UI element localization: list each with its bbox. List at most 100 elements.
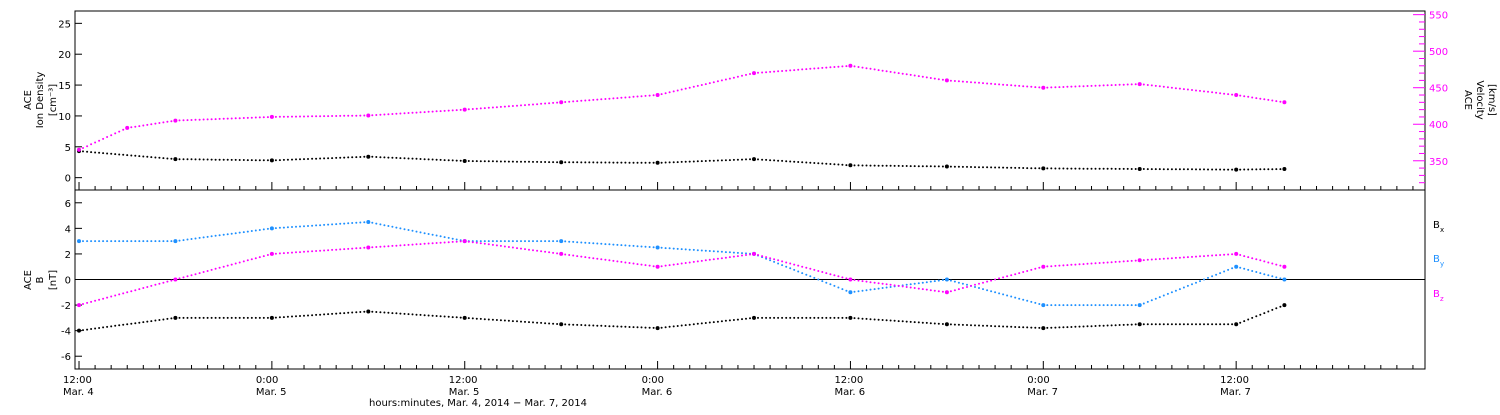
b-trend-dot bbox=[1130, 323, 1133, 326]
top-trend-dot bbox=[572, 161, 575, 164]
top-trend-dot bbox=[355, 156, 358, 159]
b-trend-dot bbox=[202, 236, 205, 239]
b-trend-dot bbox=[1030, 326, 1033, 329]
top-trend-dot bbox=[415, 157, 418, 160]
b-trend-dot bbox=[1114, 260, 1117, 263]
b-trend-dot bbox=[700, 259, 703, 262]
b-trend-dot bbox=[728, 319, 731, 322]
top-trend-dot bbox=[945, 79, 948, 82]
b-trend-dot bbox=[1006, 294, 1009, 297]
b-trend-dot bbox=[1022, 271, 1025, 273]
b-trend-dot bbox=[1030, 268, 1033, 271]
top-trend-dot bbox=[564, 101, 567, 103]
top-trend-dot bbox=[391, 156, 394, 159]
b-trend-dot bbox=[190, 274, 193, 277]
b-trend-dot bbox=[917, 321, 920, 324]
b-trend-dot bbox=[833, 274, 836, 277]
b-trend-dot bbox=[467, 317, 470, 320]
b-trend-dot bbox=[913, 282, 916, 285]
top-trend-dot bbox=[511, 105, 514, 107]
top-trend-dot bbox=[728, 159, 731, 162]
b-trend-dot bbox=[789, 267, 792, 270]
top-trend-dot bbox=[937, 165, 940, 168]
b-trend-dot bbox=[122, 292, 125, 295]
b-trend-dot bbox=[1122, 260, 1125, 263]
x-tick-time-label: 0:00 bbox=[642, 375, 664, 386]
x-tick-time-label: 12:00 bbox=[449, 375, 478, 386]
b-trend-dot bbox=[1002, 276, 1005, 279]
top-trend-dot bbox=[250, 159, 253, 162]
top-trend-dot bbox=[560, 161, 563, 164]
b-tick-label: 6 bbox=[65, 199, 71, 210]
top-trend-dot bbox=[596, 98, 599, 101]
top-trend-dot bbox=[395, 156, 398, 159]
b-trend-dot bbox=[1146, 323, 1149, 326]
top-trend-dot bbox=[857, 164, 860, 167]
b-trend-dot bbox=[210, 268, 213, 271]
b-trend-dot bbox=[1174, 289, 1177, 292]
top-trend-dot bbox=[929, 165, 932, 168]
top-trend-dot bbox=[724, 159, 727, 162]
b-trend-dot bbox=[877, 282, 880, 285]
top-trend-dot bbox=[427, 158, 430, 161]
top-trend-dot bbox=[536, 103, 539, 106]
top-trend-dot bbox=[1042, 167, 1045, 170]
top-trend-dot bbox=[130, 154, 133, 157]
b-trend-dot bbox=[897, 320, 900, 323]
b-trend-dot bbox=[982, 324, 984, 327]
b-trend-dot bbox=[142, 321, 145, 324]
top-trend-dot bbox=[307, 158, 309, 160]
b-trend-dot bbox=[278, 252, 281, 255]
b-trend-dot bbox=[544, 322, 547, 325]
top-trend-dot bbox=[704, 83, 707, 86]
b-trend-dot bbox=[246, 259, 249, 262]
top-trend-dot bbox=[367, 155, 370, 158]
b-trend-dot bbox=[1110, 304, 1113, 307]
b-trend-dot bbox=[821, 271, 824, 273]
top-trend-dot bbox=[648, 161, 651, 164]
b-trend-dot bbox=[327, 249, 330, 252]
b-trend-dot bbox=[439, 315, 442, 318]
b-trend-dot bbox=[885, 283, 888, 286]
velocity-ylabel-line1: ACE bbox=[1462, 90, 1473, 110]
b-trend-dot bbox=[331, 248, 334, 251]
b-trend-dot bbox=[1219, 272, 1222, 275]
top-trend-dot bbox=[728, 77, 731, 80]
b-trend-dot bbox=[632, 262, 635, 265]
top-trend-dot bbox=[624, 161, 627, 164]
top-trend-dot bbox=[1211, 168, 1214, 171]
b-trend-dot bbox=[1219, 254, 1222, 256]
top-trend-dot bbox=[1235, 94, 1238, 96]
top-trend-dot bbox=[873, 68, 876, 71]
top-trend-dot bbox=[785, 69, 788, 72]
b-trend-dot bbox=[913, 321, 916, 324]
top-trend-dot bbox=[769, 159, 772, 162]
top-trend-dot bbox=[982, 166, 984, 169]
top-trend-dot bbox=[347, 114, 350, 117]
b-trend-dot bbox=[865, 280, 868, 283]
b-trend-dot bbox=[383, 224, 386, 227]
b-trend-dot bbox=[837, 316, 840, 319]
b-trend-dot bbox=[1243, 320, 1246, 323]
b-trend-dot bbox=[765, 257, 768, 260]
b-trend-dot bbox=[829, 283, 832, 286]
b-trend-dot bbox=[415, 243, 418, 246]
b-trend-dot bbox=[367, 246, 370, 249]
top-trend-dot bbox=[652, 94, 655, 97]
top-panel-frame bbox=[74, 10, 1426, 191]
top-trend-dot bbox=[1086, 167, 1089, 170]
b-trend-dot bbox=[524, 320, 526, 323]
b-trend-dot bbox=[194, 316, 197, 319]
b-trend-dot bbox=[837, 286, 840, 289]
top-trend-dot bbox=[1279, 168, 1282, 171]
top-trend-dot bbox=[741, 74, 743, 77]
top-trend-dot bbox=[1046, 86, 1049, 89]
b-trend-dot bbox=[1239, 321, 1242, 324]
b-trend-dot bbox=[1207, 323, 1209, 326]
b-trend-dot bbox=[327, 223, 330, 226]
b-trend-dot bbox=[1191, 283, 1193, 286]
x-tick-date-label: Mar. 7 bbox=[1027, 387, 1058, 398]
b-trend-dot bbox=[262, 228, 265, 231]
top-trend-dot bbox=[371, 114, 374, 117]
b-trend-dot bbox=[1042, 265, 1045, 268]
